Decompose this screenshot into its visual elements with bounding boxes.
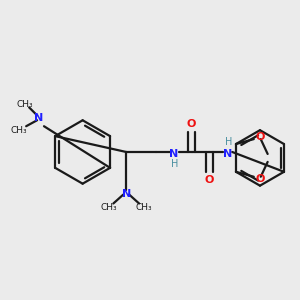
Text: O: O (255, 174, 264, 184)
Text: N: N (122, 189, 131, 199)
Text: N: N (223, 149, 232, 159)
Text: CH₃: CH₃ (17, 100, 34, 109)
Text: CH₃: CH₃ (136, 203, 152, 212)
Text: N: N (34, 113, 44, 123)
Text: CH₃: CH₃ (11, 126, 28, 135)
Text: O: O (187, 119, 196, 129)
Text: N: N (169, 149, 178, 159)
Text: CH₃: CH₃ (100, 203, 117, 212)
Text: O: O (255, 132, 264, 142)
Text: O: O (205, 175, 214, 185)
Text: H: H (171, 159, 178, 169)
Text: H: H (225, 137, 232, 147)
